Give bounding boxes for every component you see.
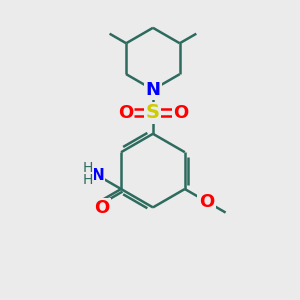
Text: O: O: [199, 193, 214, 211]
Text: N: N: [146, 81, 160, 99]
Text: N: N: [92, 167, 104, 182]
Text: S: S: [146, 103, 160, 122]
Text: O: O: [118, 103, 133, 122]
Text: H: H: [83, 173, 93, 187]
Text: O: O: [94, 199, 110, 217]
Text: O: O: [173, 103, 188, 122]
Text: H: H: [83, 161, 93, 175]
